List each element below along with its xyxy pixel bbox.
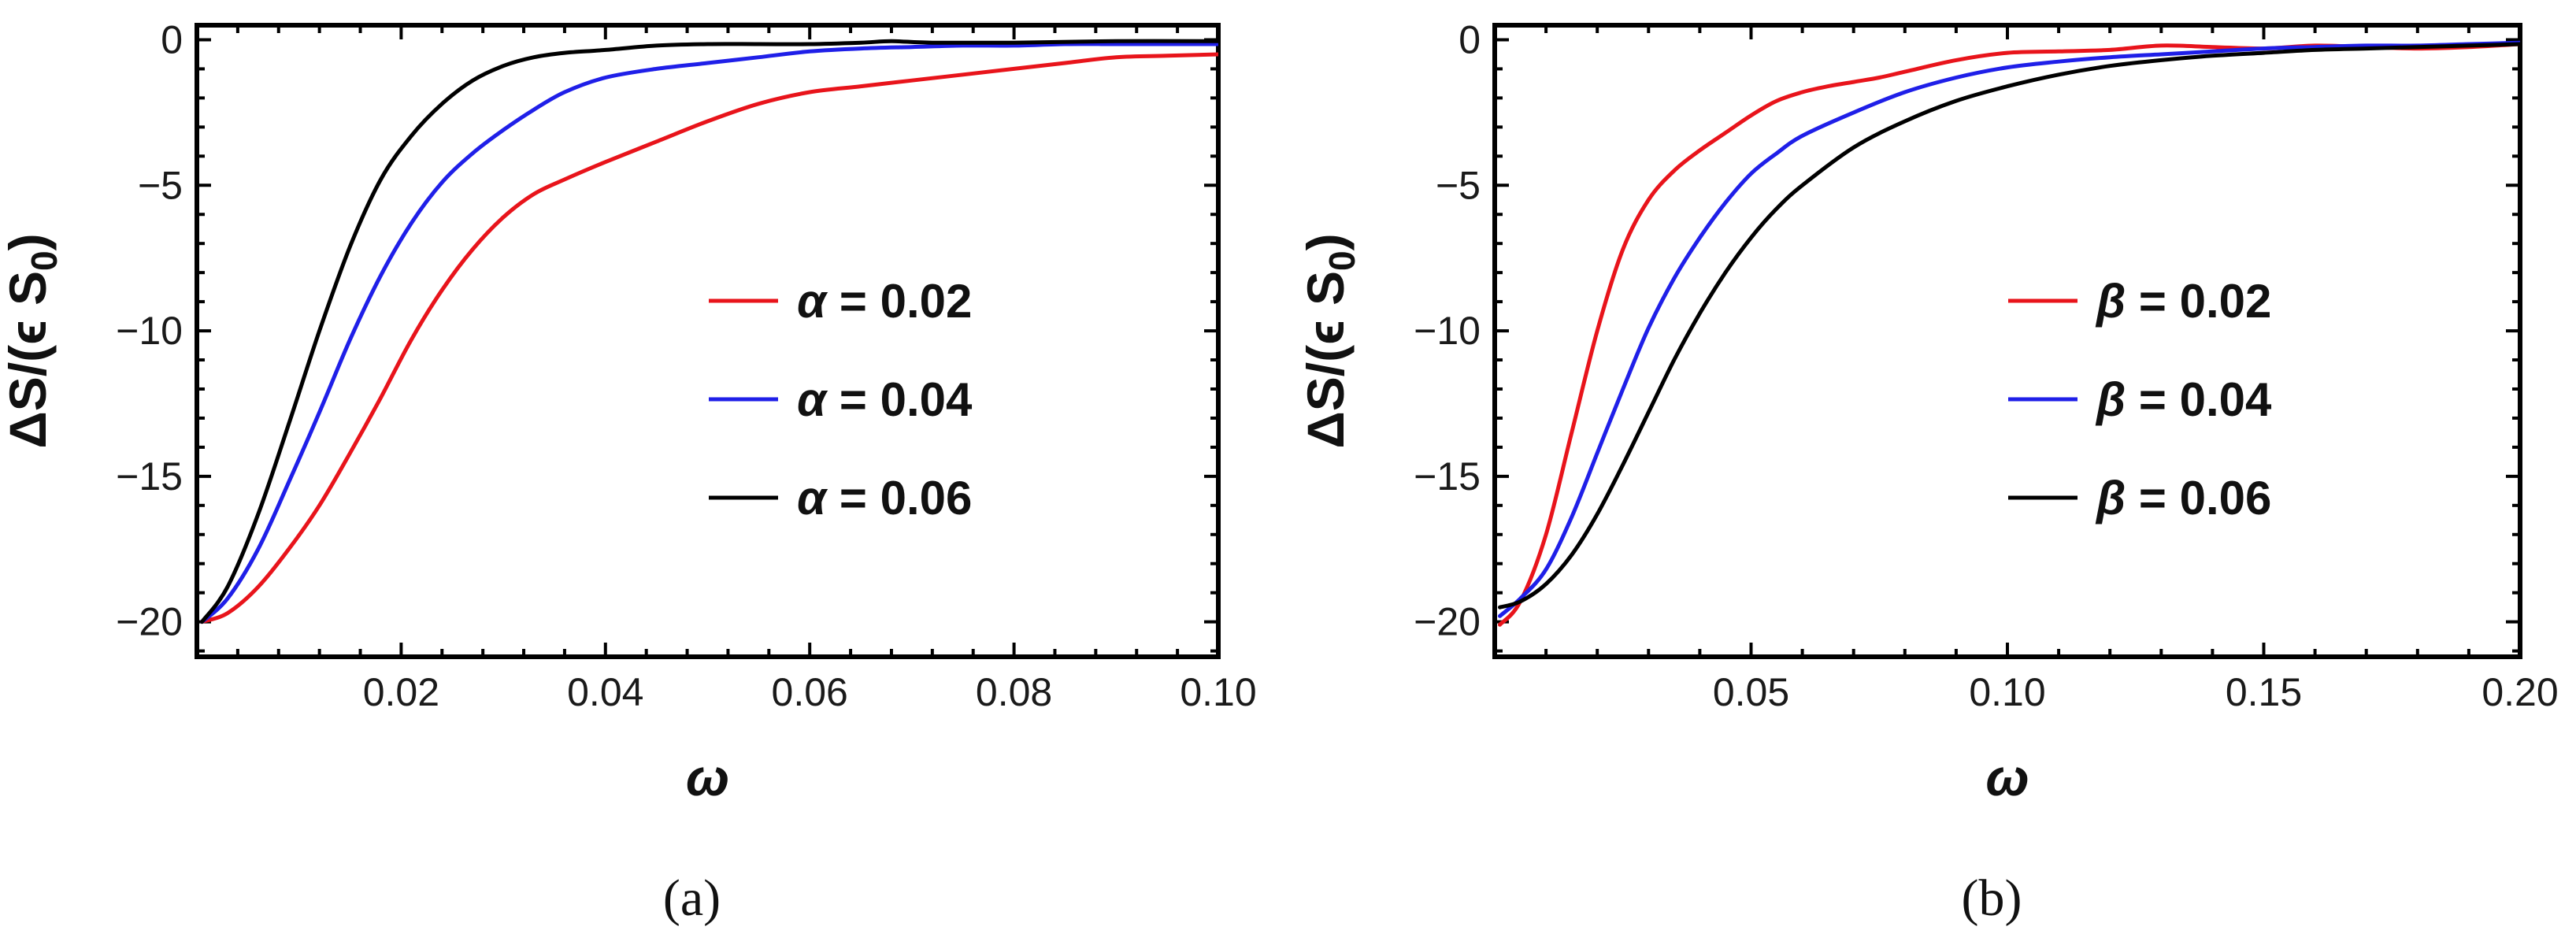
series-line-0 — [1498, 42, 2520, 627]
x-tick-label: 0.20 — [2481, 670, 2558, 714]
y-tick-label: −20 — [1414, 600, 1481, 644]
y-axis-label: ΔS/(ϵ S0) — [1296, 233, 1362, 448]
y-axis-label-sub: 0 — [1321, 250, 1362, 271]
y-tick-label: −10 — [116, 309, 183, 353]
legend-entry-2: β = 0.06 — [2095, 472, 2271, 524]
x-tick-label: 0.02 — [363, 670, 439, 714]
y-tick-label: 0 — [161, 17, 183, 61]
y-axis-label-close: ) — [1296, 233, 1355, 250]
y-axis-label-main: ΔS/(ϵ S — [0, 271, 57, 449]
legend-value: = 0.02 — [2126, 275, 2271, 328]
legend-value: = 0.04 — [2126, 373, 2272, 426]
series-line-1 — [1498, 40, 2520, 618]
y-tick-label: −15 — [116, 454, 183, 498]
legend-value: = 0.02 — [826, 275, 972, 328]
legend-symbol: α — [797, 275, 828, 328]
legend-symbol: β — [2095, 472, 2126, 524]
y-tick-label: −5 — [138, 163, 183, 207]
plot-frame — [1492, 23, 2522, 659]
y-tick-label: −20 — [116, 600, 183, 644]
panel-a: 0.02 0.04 0.06 0.08 0.10 0 −5 −10 −15 −20 ω ΔS/(ϵ S… — [0, 17, 1257, 927]
x-tick-label: 0.10 — [1180, 670, 1256, 714]
series-line-2 — [1498, 42, 2520, 610]
series-group — [1498, 40, 2520, 627]
y-tick-label: −5 — [1436, 163, 1481, 207]
legend-value: = 0.06 — [826, 472, 972, 524]
series-line-1 — [200, 42, 1218, 624]
legend-entry-1: β = 0.04 — [2095, 373, 2272, 426]
legend-symbol: β — [2095, 373, 2126, 426]
panel-caption: (b) — [1962, 869, 2022, 927]
legend: α = 0.02α = 0.04α = 0.06 — [709, 275, 973, 524]
x-tick-label: 0.10 — [1969, 670, 2045, 714]
x-axis-label: ω — [686, 748, 729, 806]
y-axis-label-sub: 0 — [24, 250, 65, 271]
series-group — [200, 39, 1218, 624]
legend-symbol: α — [797, 472, 828, 524]
series-line-0 — [200, 52, 1218, 624]
y-tick-label: 0 — [1458, 17, 1481, 61]
legend-entry-2: α = 0.06 — [797, 472, 972, 524]
y-tick-label: −10 — [1414, 309, 1481, 353]
plot-frame — [195, 23, 1221, 659]
x-axis-label: ω — [1985, 748, 2029, 806]
x-tick-label: 0.06 — [772, 670, 848, 714]
legend-entry-1: α = 0.04 — [797, 373, 973, 426]
legend-entry-0: β = 0.02 — [2095, 275, 2271, 328]
x-tick-label: 0.05 — [1713, 670, 1789, 714]
y-axis-label: ΔS/(ϵ S0) — [0, 233, 65, 448]
x-tick-label: 0.04 — [567, 670, 643, 714]
y-axis-label-main: ΔS/(ϵ S — [1296, 271, 1355, 449]
legend-entry-0: α = 0.02 — [797, 275, 972, 328]
series-line-2 — [200, 39, 1218, 624]
y-axis-label-close: ) — [0, 233, 57, 250]
legend-value: = 0.04 — [826, 373, 973, 426]
x-tick-label: 0.08 — [976, 670, 1052, 714]
y-tick-label: −15 — [1414, 454, 1481, 498]
legend-symbol: α — [797, 373, 828, 426]
panel-caption: (a) — [663, 869, 721, 927]
legend-value: = 0.06 — [2126, 472, 2271, 524]
legend-symbol: β — [2095, 275, 2126, 328]
legend: β = 0.02β = 0.04β = 0.06 — [2008, 275, 2272, 524]
x-tick-label: 0.15 — [2226, 670, 2302, 714]
